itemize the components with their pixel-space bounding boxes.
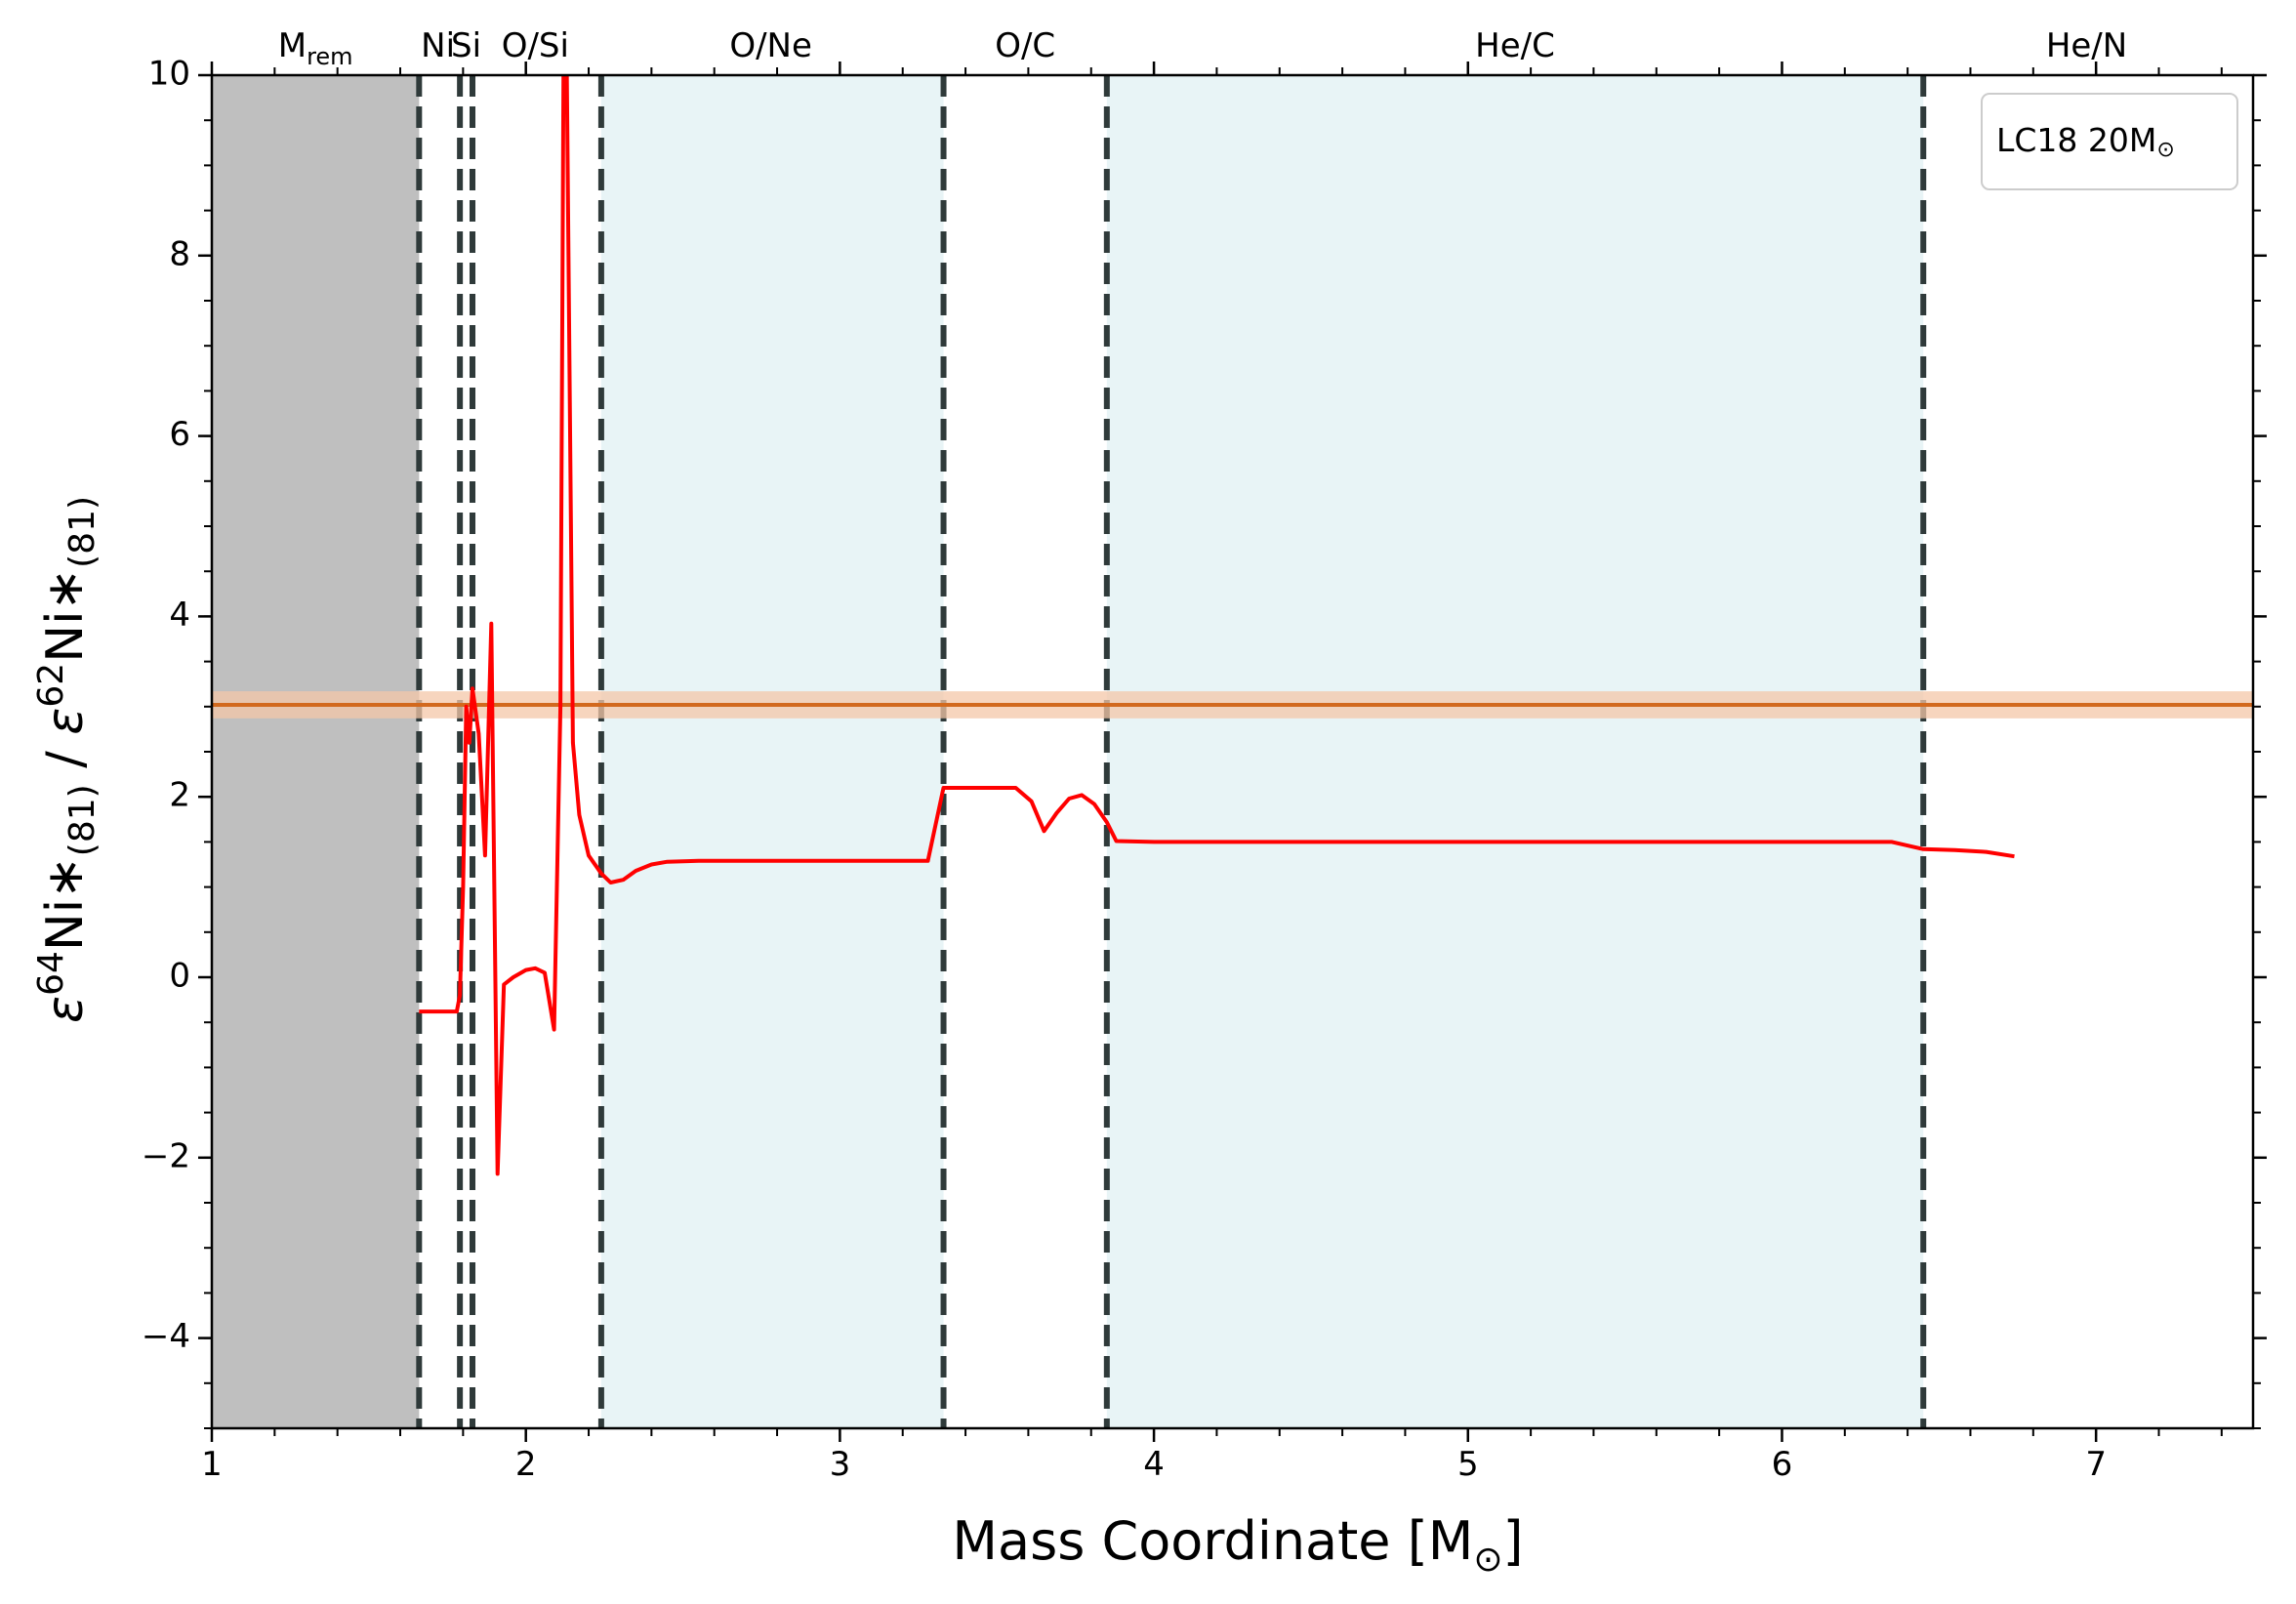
y-label-eps-2: ε <box>36 708 95 735</box>
y-label-ni-2: Ni∗ <box>36 568 95 663</box>
y-tick-label: 2 <box>169 776 190 815</box>
x-tick-label: 4 <box>1143 1445 1165 1484</box>
series-layer <box>419 75 2015 1176</box>
zone-label: O/Ne <box>729 26 812 65</box>
x-axis-label-text: Mass Coordinate [M <box>952 1510 1473 1572</box>
y-tick-label: 6 <box>169 415 190 454</box>
zone-label: Ni <box>421 26 455 65</box>
y-label-eps-1: ε <box>36 996 95 1023</box>
legend: LC18 20M⊙ <box>1981 93 2238 190</box>
reference-layer <box>212 691 2253 719</box>
y-tick-label: −2 <box>142 1136 190 1175</box>
y-label-ni-1: Ni∗ <box>36 856 95 951</box>
y-tick-label: 8 <box>169 234 190 273</box>
x-tick-label: 5 <box>1457 1445 1479 1484</box>
x-tick-label: 7 <box>2085 1445 2107 1484</box>
shaded-zone <box>1106 75 1924 1428</box>
legend-box <box>1981 93 2238 190</box>
x-tick-label: 1 <box>201 1445 223 1484</box>
x-axis-label-suffix: ] <box>1503 1510 1524 1572</box>
y-tick-label: 0 <box>169 957 190 996</box>
y-label-sup-2: 62 <box>31 663 71 708</box>
y-label-slash: / <box>36 735 95 785</box>
plot-background-layer <box>212 75 1924 1428</box>
shaded-zone <box>600 75 944 1428</box>
axes-layer: 1 2 3 4 5 6 7 −4 −2 0 2 4 6 8 10 <box>142 55 2267 1484</box>
y-tick-label: −4 <box>142 1317 190 1356</box>
zone-label: O/C <box>995 26 1055 65</box>
sun-symbol-icon: ⊙ <box>1473 1540 1502 1580</box>
remnant-band <box>212 75 420 1428</box>
y-label-sub-1: (81) <box>62 784 102 856</box>
zone-label: He/C <box>1475 26 1555 65</box>
y-tick-label: 10 <box>148 55 190 94</box>
y-label-sup-1: 64 <box>31 951 71 996</box>
y-label-sub-2: (81) <box>62 496 102 568</box>
zone-label: O/Si <box>502 26 569 65</box>
x-tick-label: 2 <box>515 1445 537 1484</box>
svg-text:Mass Coordinate [M⊙]: Mass Coordinate [M⊙] <box>952 1510 1523 1580</box>
x-tick-label: 3 <box>830 1445 851 1484</box>
y-tick-label: 4 <box>169 596 190 635</box>
x-axis-label: Mass Coordinate [M⊙] <box>952 1510 1523 1580</box>
x-tick-label: 6 <box>1772 1445 1793 1484</box>
svg-text:ε64Ni∗(81) / ε62Ni∗(81): ε64Ni∗(81) / ε62Ni∗(81) <box>31 496 102 1023</box>
sun-symbol-icon: ⊙ <box>2156 138 2174 162</box>
zone-label: Mrem <box>278 26 353 70</box>
zone-label: Si <box>451 26 481 65</box>
series-line <box>419 75 2015 1176</box>
zone-boundary-layer <box>416 75 1927 1428</box>
y-axis-label: ε64Ni∗(81) / ε62Ni∗(81) <box>31 496 102 1023</box>
zone-label: He/N <box>2046 26 2127 65</box>
legend-label: LC18 20M⊙ <box>1996 121 2175 163</box>
